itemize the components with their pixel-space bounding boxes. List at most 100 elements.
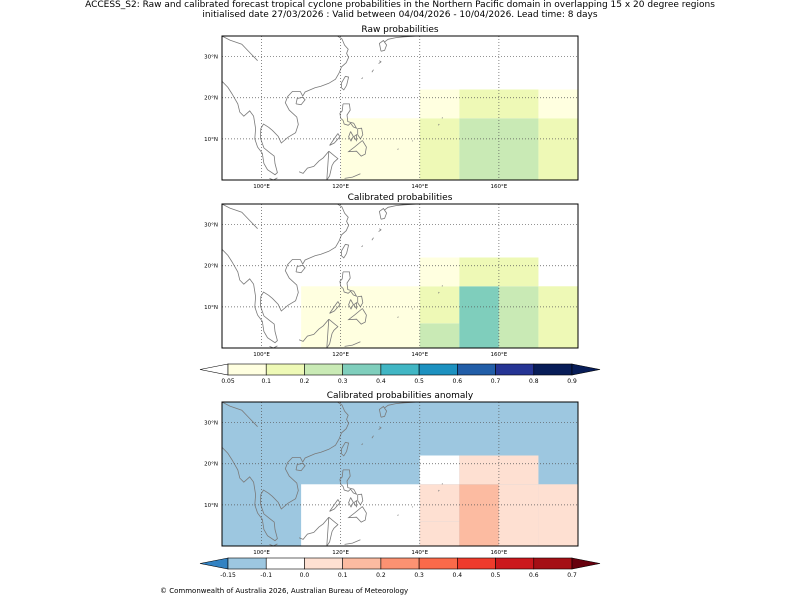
coastline — [347, 140, 367, 157]
longitude-tick-label: 140°E — [411, 550, 428, 556]
coastline — [298, 516, 330, 540]
probability-cell — [459, 118, 539, 180]
coastline — [348, 131, 354, 142]
probability-cell — [538, 118, 578, 180]
coastline — [329, 301, 341, 314]
latitude-tick-label: 30°N — [204, 223, 218, 229]
copyright-notice: © Commonwealth of Australia 2026, Austra… — [160, 587, 409, 595]
coastline — [341, 75, 350, 91]
longitude-tick-label: 160°E — [491, 550, 508, 556]
anomaly-colorbar: -0.15 -0.1 0.0 0.1 0.2 0.3 0.4 0.5 0.6 0.7 — [199, 557, 601, 579]
coastline — [441, 285, 443, 287]
coastline — [441, 117, 443, 119]
probability-cell — [498, 484, 539, 546]
coastline — [326, 150, 339, 180]
colorbar-tick-label: 0.7 — [567, 572, 577, 579]
coastline — [438, 123, 440, 126]
colorbar-tick-label: 0.3 — [414, 572, 424, 579]
map-area — [222, 402, 578, 546]
colorbar-under-arrow — [199, 363, 229, 376]
coastline — [438, 291, 440, 294]
probability-cell — [538, 484, 578, 546]
coastline — [378, 405, 388, 418]
colorbar-over-arrow — [571, 363, 601, 376]
probability-colorbar: 0.05 0.1 0.2 0.3 0.4 0.5 0.6 0.7 0.8 0.9 — [199, 363, 601, 385]
colorbar-segment — [304, 363, 343, 376]
coastline — [353, 499, 357, 508]
colorbar-tick-label: 0.7 — [491, 378, 501, 385]
colorbar-tick-label: -0.15 — [220, 572, 236, 579]
coastline — [222, 36, 350, 176]
colorbar-segment — [380, 557, 420, 570]
map-frame — [221, 401, 579, 547]
coastline — [348, 497, 354, 508]
colorbar-segment — [304, 557, 343, 570]
panel-title: Calibrated probabilities anomaly — [327, 391, 474, 401]
probability-cell — [538, 286, 578, 348]
longitude-tick-label: 120°E — [332, 550, 349, 556]
colorbar-segment — [457, 363, 496, 376]
probability-cell — [459, 455, 539, 485]
figure-title: ACCESS_S2: Raw and calibrated forecast t… — [85, 0, 715, 10]
probability-cell — [301, 484, 420, 546]
coastline — [222, 204, 258, 229]
coastline — [397, 316, 399, 318]
coastline — [361, 245, 364, 248]
latitude-tick-label: 10°N — [204, 305, 218, 311]
probability-cell — [340, 118, 420, 180]
coastline — [378, 39, 388, 52]
coastline — [397, 148, 399, 150]
colorbar-tick-label: 0.4 — [453, 572, 463, 579]
coastline — [222, 402, 350, 542]
colorbar-tick-label: 0.8 — [529, 378, 539, 385]
coastline — [361, 443, 364, 446]
probability-cell — [419, 521, 460, 546]
coastline — [378, 60, 382, 64]
colorbar-segment — [227, 557, 267, 570]
coastline — [326, 516, 339, 546]
coastline — [371, 69, 374, 73]
colorbar-segment — [265, 557, 305, 570]
colorbar-segment — [495, 363, 535, 376]
coastline — [339, 271, 358, 298]
latitude-tick-label: 20°N — [204, 264, 218, 270]
probability-cell — [419, 286, 460, 324]
coastline — [298, 318, 330, 342]
colorbar-tick-label: 0.6 — [529, 572, 539, 579]
latitude-tick-label: 10°N — [204, 137, 218, 143]
map-panel-1: Raw probabilities 100°E 120°E 140°E 160°E 10°… — [204, 25, 579, 190]
coastline — [378, 207, 388, 220]
coastline — [329, 499, 341, 512]
colorbar-tick-label: 0.0 — [300, 572, 310, 579]
coastline — [344, 539, 361, 545]
coastline — [378, 228, 382, 232]
probability-cell — [498, 286, 539, 348]
longitude-tick-label: 120°E — [332, 352, 349, 358]
probability-cell — [459, 286, 499, 348]
coastline — [397, 514, 399, 516]
map-panel-3: Calibrated probabilities anomaly 100°E 120… — [204, 391, 579, 556]
probability-cell — [459, 484, 499, 546]
colorbar-tick-label: 0.5 — [414, 378, 424, 385]
map-panel-2: Calibrated probabilities 100°E 120°E 140°E 1… — [204, 193, 579, 358]
longitude-tick-label: 160°E — [491, 184, 508, 190]
longitude-tick-label: 100°E — [253, 550, 270, 556]
coastline — [339, 103, 358, 129]
figure-subtitle: initialised date 27/03/2026 : Valid betw… — [202, 10, 598, 20]
coastline — [357, 493, 364, 506]
panel-title: Calibrated probabilities — [348, 193, 453, 203]
coastline — [383, 204, 418, 211]
colorbar-segment — [342, 557, 382, 570]
colorbar-segment — [265, 363, 305, 376]
coastline — [441, 483, 443, 485]
longitude-tick-label: 140°E — [411, 184, 428, 190]
coastline — [357, 295, 364, 308]
coastline — [341, 243, 350, 259]
coastline — [222, 402, 258, 427]
probability-cell — [419, 89, 460, 119]
colorbar-tick-label: 0.1 — [261, 378, 271, 385]
colorbar-segment — [495, 557, 535, 570]
coastline — [357, 127, 364, 140]
latitude-tick-label: 10°N — [204, 503, 218, 509]
coastline — [378, 426, 382, 430]
